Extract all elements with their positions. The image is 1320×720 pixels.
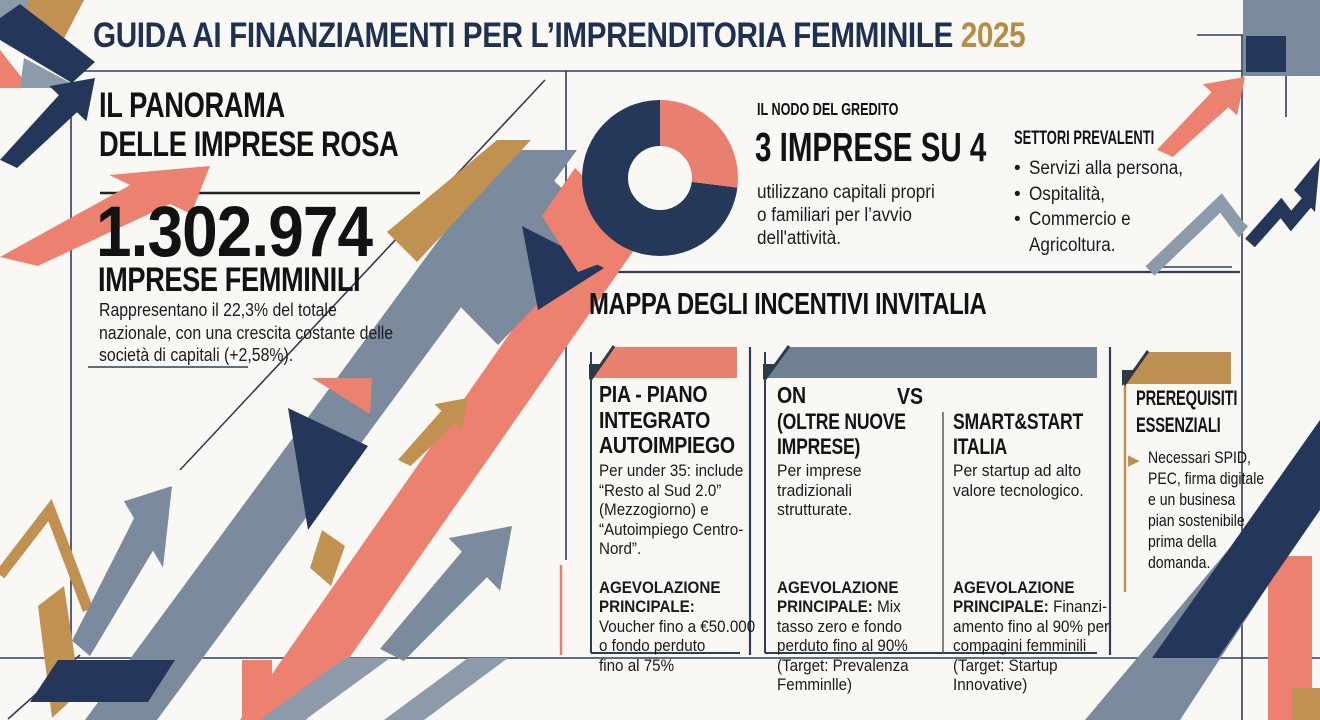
bottom-right-decor [1085, 420, 1320, 720]
play-bullet-icon: ▶ [1128, 452, 1140, 469]
mappa-heading: MAPPA DEGLI INCENTIVI INVITALIA [589, 286, 987, 321]
page-title: GUIDA AI FINANZIAMENTI PER L’IMPRENDITOR… [93, 16, 1190, 56]
agevolazione-label: AGEVOLAZIONE PRINCIPALE: [777, 578, 899, 617]
grey-zigzag-line-icon [1145, 193, 1249, 276]
card-pia-body: Per under 35: include “Resto al Sud 2.0”… [599, 462, 744, 558]
card-prerequisiti-title: PREREQUISITI ESSENZIALI [1136, 387, 1238, 437]
top-left-decor [0, 0, 95, 88]
card-smartstart-title: SMART&START ITALIA [953, 409, 1083, 459]
card-on-subtitle: (OLTRE NUOVE IMPRESE) [777, 409, 906, 459]
bullet-icon: • [1014, 209, 1021, 230]
card-on-agevolazione: AGEVOLAZIONE PRINCIPALE: Mix tasso zero … [777, 559, 949, 696]
page-title-year: 2025 [960, 16, 1026, 55]
center-diagonal-decor [85, 140, 652, 720]
list-item: • Servizi alla persona, [1014, 156, 1214, 182]
panorama-subheading: IMPRESE FEMMINILI [98, 261, 361, 299]
credito-description: utilizzano capitali propri o familiari p… [757, 182, 935, 249]
panorama-description: Rappresentano il 22,3% del totale nazion… [99, 300, 394, 365]
bullet-icon: • [1014, 158, 1021, 179]
settori-heading: SETTORI PREVALENTI [1014, 128, 1155, 149]
card-pia-agevolazione: AGEVOLAZIONE PRINCIPALE: Voucher fino a … [599, 559, 777, 676]
settori-list: • Servizi alla persona, • Ospitalità, • … [1014, 156, 1214, 258]
top-right-decor [1145, 0, 1320, 276]
donut-chart [582, 100, 738, 256]
card-on-body: Per imprese tradizionali strutturate. [777, 462, 862, 519]
vs-label: VS [897, 383, 924, 409]
bottom-left-decor [0, 498, 508, 720]
card-flaps [589, 345, 1231, 386]
card-smartstart-agevolazione: AGEVOLAZIONE PRINCIPALE: Finanzi- amento… [953, 559, 1128, 696]
card-smartstart-body: Per startup ad alto valore tecnologico. [953, 462, 1084, 500]
card-borders [590, 347, 1112, 655]
page-title-text: GUIDA AI FINANZIAMENTI PER L’IMPRENDITOR… [93, 16, 953, 55]
agevolazione-label: AGEVOLAZIONE PRINCIPALE: [599, 578, 721, 617]
bullet-icon: • [1014, 183, 1021, 205]
card-prerequisiti-body: Necessari SPID, PEC, firma digitale e un… [1148, 449, 1265, 572]
list-item: • Commercio e Agricoltura. [1014, 209, 1131, 256]
donut-hole [628, 146, 692, 210]
credito-stat: 3 IMPRESE SU 4 [755, 124, 987, 170]
list-item: • Ospitalità, [1014, 182, 1214, 208]
agevolazione-label: AGEVOLAZIONE PRINCIPALE: [953, 578, 1075, 617]
navy-zigzag-arrow-icon [1245, 196, 1313, 248]
agevolazione-text: Voucher fino a €50.000 o fondo perduto f… [599, 617, 756, 675]
agevolazione-text: Mix tasso zero e fondo perduto fino al 9… [777, 598, 909, 694]
card-pia-title: PIA - PIANO INTEGRATO AUTOIMPIEGO [599, 381, 735, 458]
credito-label: IL NODO DEL GREDITO [757, 99, 899, 119]
panorama-heading: IL PANORAMA DELLE IMPRESE ROSA [99, 86, 399, 164]
panorama-big-number: 1.302.974 [96, 193, 373, 272]
agevolazione-text: Finanzi- amento fino al 90% per compagin… [953, 598, 1110, 694]
card-on-title: ON [777, 382, 806, 408]
